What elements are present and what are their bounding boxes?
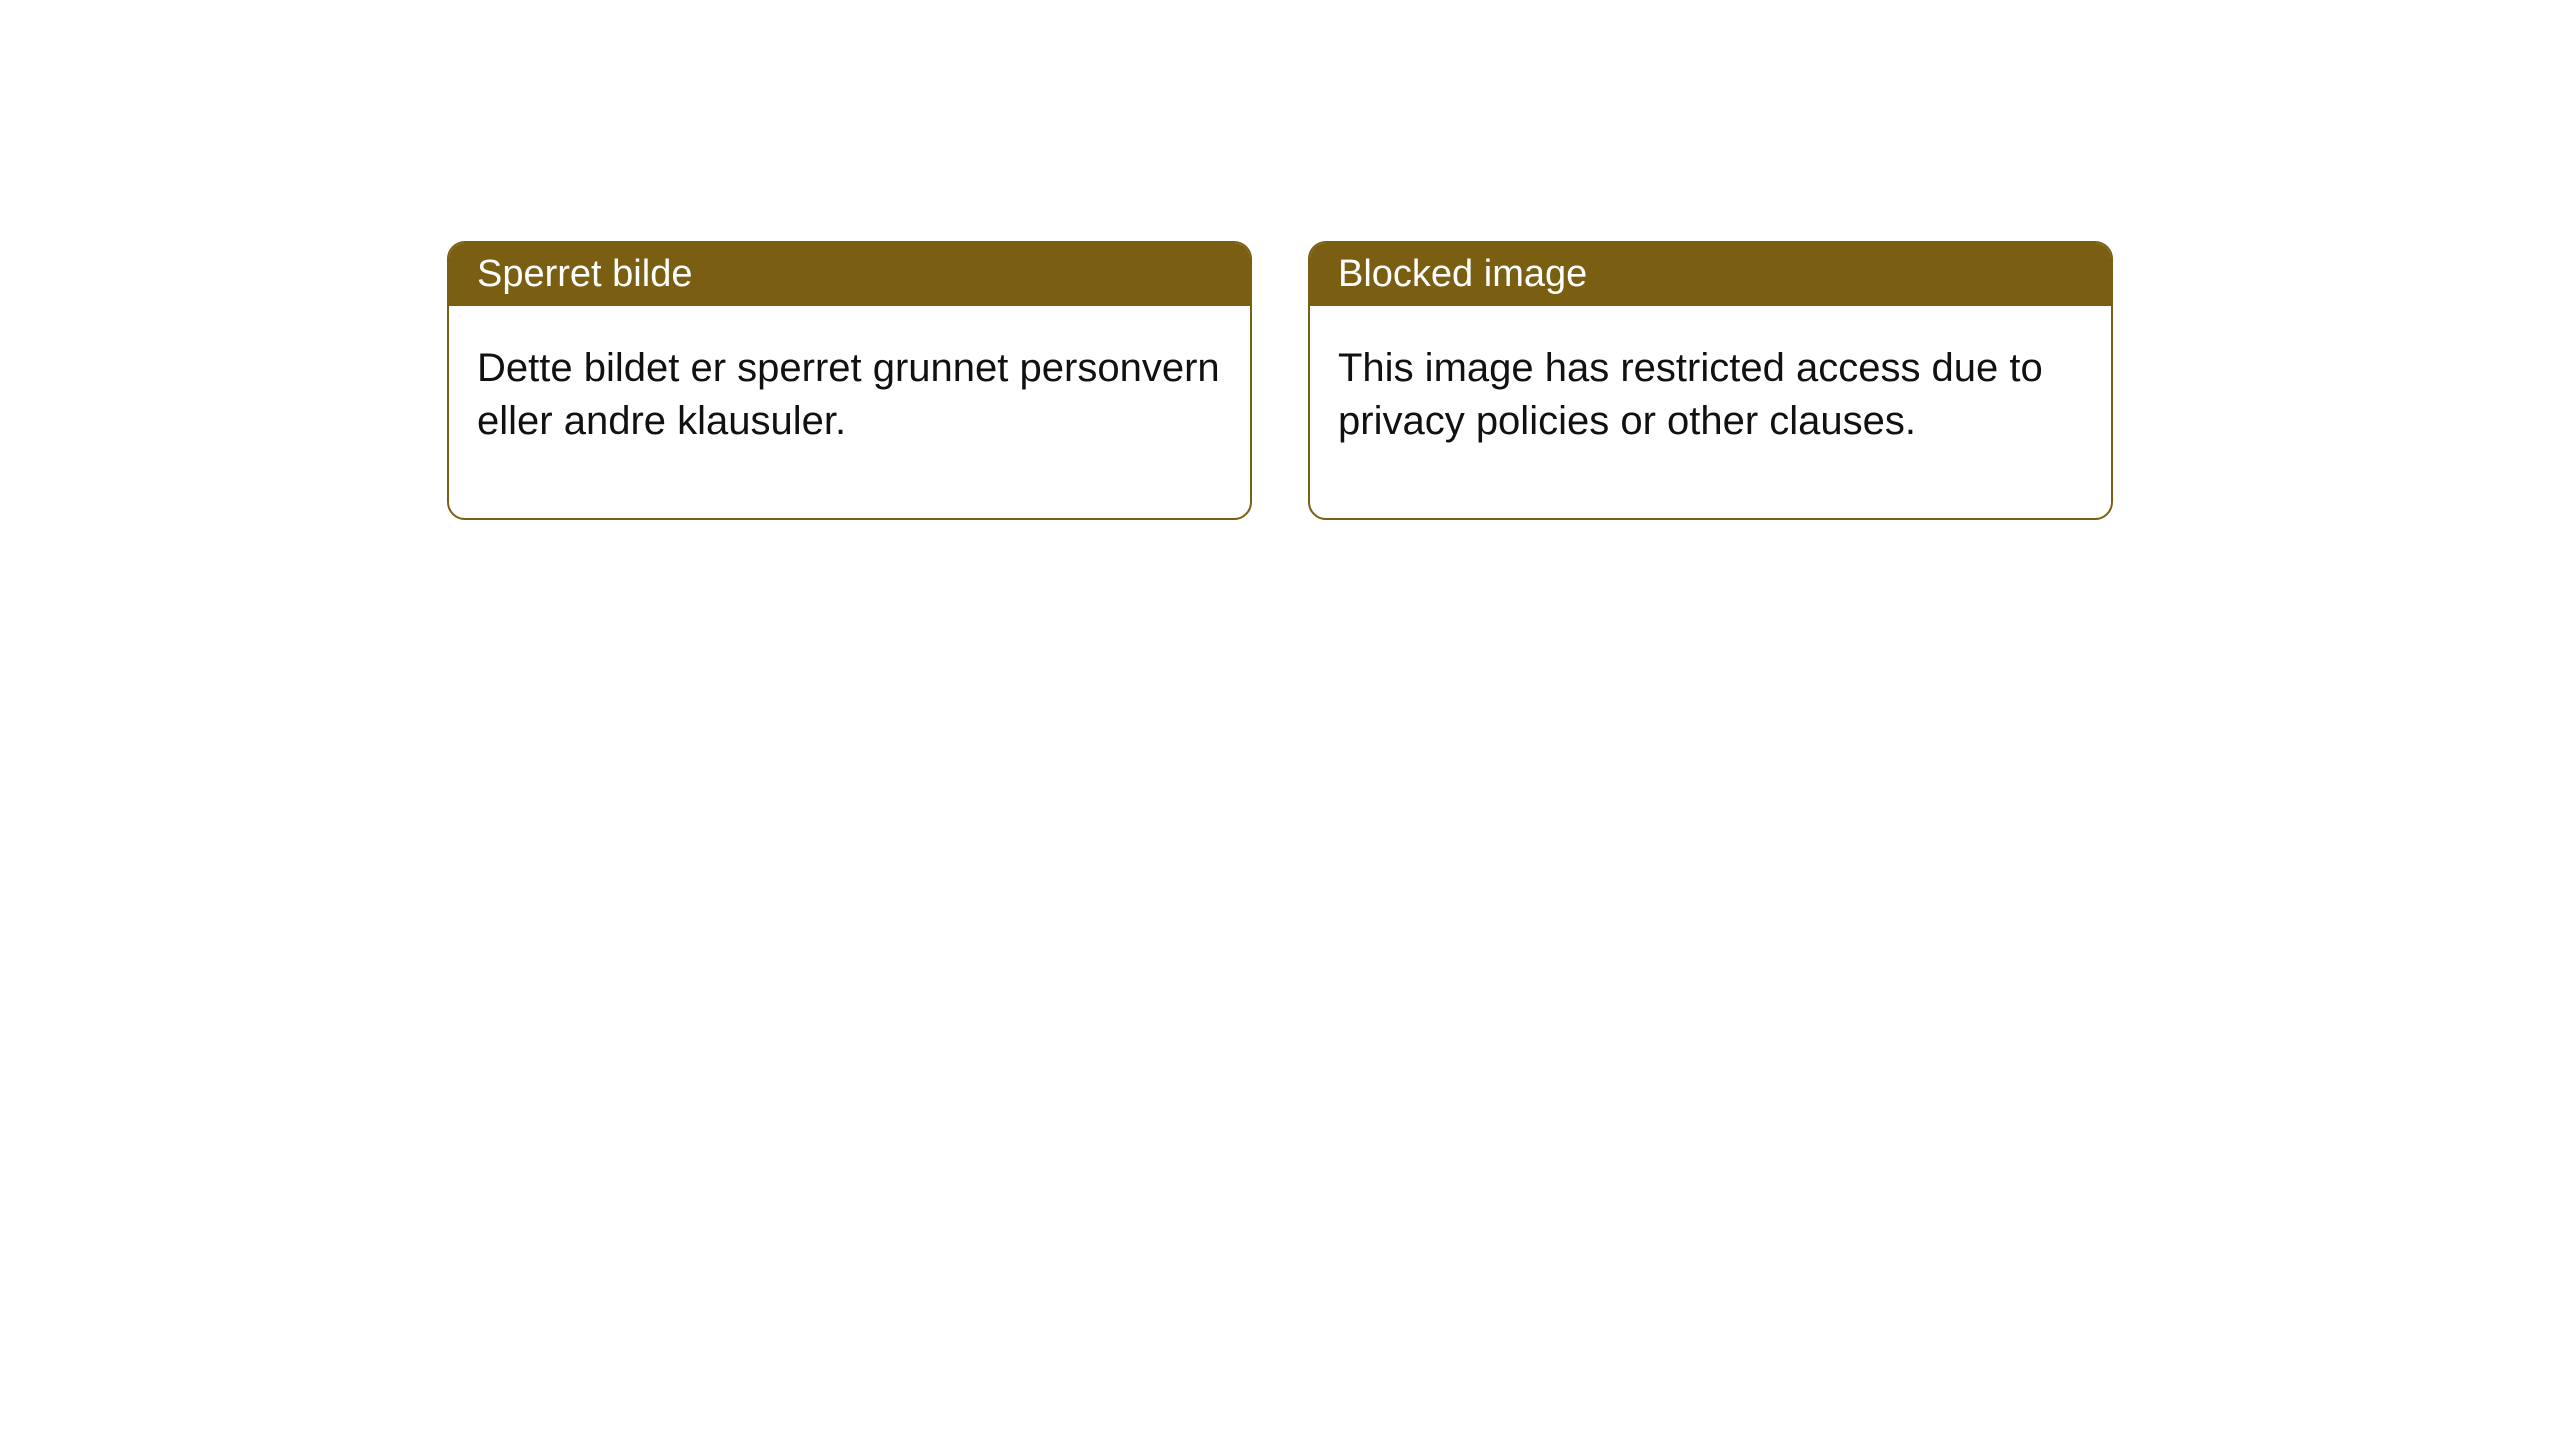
notice-card-norwegian: Sperret bilde Dette bildet er sperret gr… (447, 241, 1252, 520)
notice-header: Sperret bilde (449, 243, 1250, 306)
notice-body: Dette bildet er sperret grunnet personve… (449, 306, 1250, 518)
notice-header: Blocked image (1310, 243, 2111, 306)
notice-card-english: Blocked image This image has restricted … (1308, 241, 2113, 520)
notice-message: This image has restricted access due to … (1338, 346, 2043, 443)
notice-message: Dette bildet er sperret grunnet personve… (477, 346, 1220, 443)
notice-title: Blocked image (1338, 253, 1587, 295)
notice-container: Sperret bilde Dette bildet er sperret gr… (447, 241, 2113, 520)
notice-title: Sperret bilde (477, 253, 692, 295)
notice-body: This image has restricted access due to … (1310, 306, 2111, 518)
